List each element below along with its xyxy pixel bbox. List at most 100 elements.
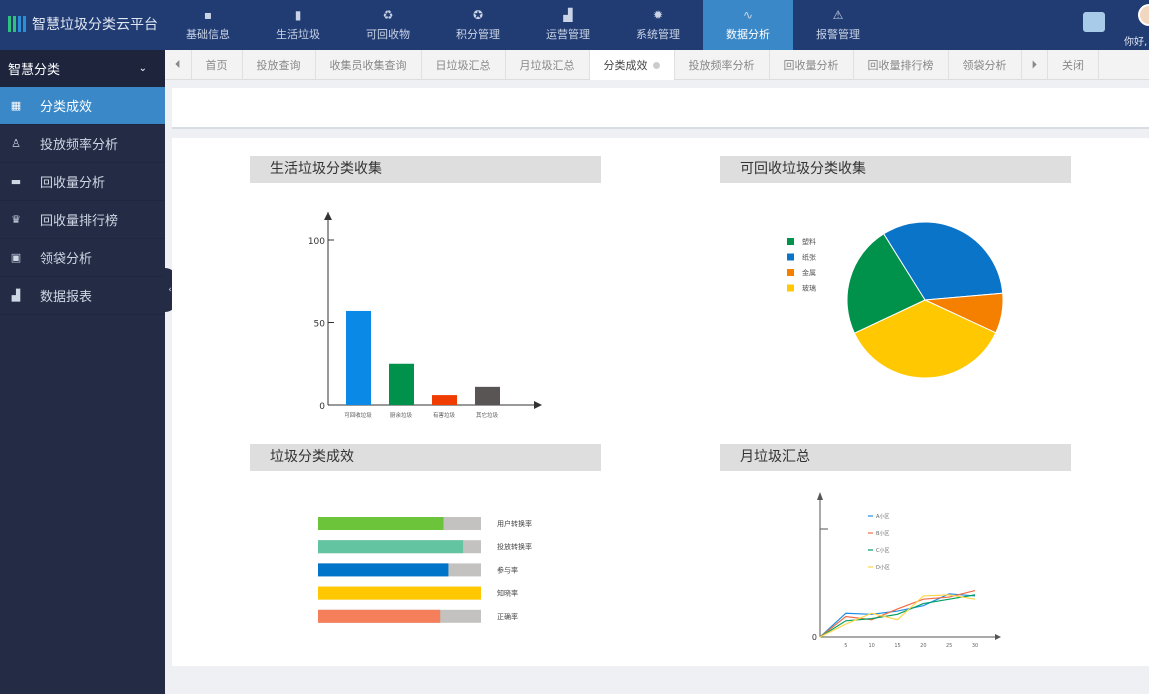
truck-icon: ▬ [10,175,22,188]
content-header [172,88,1149,129]
chat-icon: ▪ [203,7,213,22]
series-line [819,594,976,638]
nav-item[interactable]: ⚠ 报警管理 [793,0,883,50]
logo-icon [8,16,26,32]
nav-item[interactable]: ✪ 积分管理 [433,0,523,50]
tab[interactable]: 投放查询 [243,50,316,80]
tab-label: 月垃圾汇总 [519,59,575,72]
sidebar-item-label: 回收量分析 [40,176,106,191]
tab[interactable]: 回收量分析 [770,50,854,80]
tab-label: 投放查询 [256,59,301,72]
x-tick-label: 厨余垃圾 [390,411,413,419]
series-line [819,589,976,638]
tab-label: 领袋分析 [962,59,1007,72]
tabs-scroll-left-button[interactable]: ⏴ [165,50,192,80]
briefcase-icon[interactable] [1083,12,1105,32]
x-tick-label: 30 [972,643,978,649]
sidebar-item[interactable]: ▟ 数据报表 [0,277,165,315]
sidebar-header[interactable]: 智慧分类 ⌄ [0,50,165,87]
y-axis-arrow [817,492,823,500]
nav-item[interactable]: ∿ 数据分析 [703,0,793,50]
x-tick-label: 20 [920,643,926,649]
tab-label: 回收量分析 [783,59,839,72]
nav-label: 生活垃圾 [276,27,320,41]
tab-label: 分类成效 [603,59,648,72]
tabs-scroll-right-button[interactable]: ⏵ [1022,50,1048,80]
sidebar-item[interactable]: ♙ 投放频率分析 [0,125,165,163]
line-chart-icon: ∿ [742,7,754,22]
progress-label: 投放转换率 [497,542,532,551]
bar [389,363,414,405]
sidebar: 智慧分类 ⌄ ▦ 分类成效 ♙ 投放频率分析 ▬ 回收量分析 ♛ 回收量排行榜 ▣ 领袋分析 ▟ 数据报… [0,50,165,694]
nav-label: 数据分析 [726,27,770,41]
nav-item[interactable]: ▪ 基础信息 [163,0,253,50]
legend-label: 玻璃 [802,284,816,293]
trash-icon: ▮ [294,7,302,22]
logo[interactable]: 智慧垃圾分类云平台 [8,14,158,34]
progress-fill [318,517,444,530]
sidebar-item-label: 分类成效 [40,100,93,115]
sidebar-item[interactable]: ▬ 回收量分析 [0,163,165,201]
panel-title: 月垃圾汇总 [720,444,1071,471]
nav-label: 运营管理 [546,27,590,41]
nav-label: 基础信息 [186,27,230,41]
legend-label: 金属 [802,268,816,277]
sidebar-item-label: 回收量排行榜 [40,214,119,229]
nav-item[interactable]: ✹ 系统管理 [613,0,703,50]
progress-label: 用户转换率 [497,519,532,528]
close-icon[interactable] [652,61,660,69]
x-tick-label: 10 [868,643,874,649]
tab-label: 首页 [205,59,228,72]
bag-icon: ▣ [10,251,22,264]
y-tick-label: 100 [308,237,325,247]
pie-slice [882,221,1004,301]
award-icon: ✪ [472,7,484,22]
legend-swatch [787,284,794,292]
nav-label: 系统管理 [636,27,680,41]
nav-label: 积分管理 [456,27,500,41]
top-nav: ▪ 基础信息 ▮ 生活垃圾 ♻ 可回收物 ✪ 积分管理 ▟ 运营管理 ✹ 系统管理 ∿ 数据分析 ⚠ 报警管理 [163,0,883,50]
nav-item[interactable]: ♻ 可回收物 [343,0,433,50]
x-tick-label: 可回收垃圾 [344,411,372,419]
bar [432,395,457,405]
y-tick-label: 0 [319,402,325,412]
progress-label: 参与率 [497,565,518,574]
close-tabs-button[interactable]: 关闭 [1048,50,1099,80]
trophy-icon: ♛ [11,213,21,226]
tab[interactable]: 首页 [192,50,243,80]
progress-fill [318,540,464,554]
x-tick-label: 15 [894,643,900,649]
tab[interactable]: 投放频率分析 [675,50,770,80]
bar [475,386,500,405]
sidebar-item-label: 数据报表 [40,290,93,305]
x-tick-label: 其它垃圾 [476,411,499,419]
tab[interactable]: 月垃圾汇总 [506,50,590,80]
nav-item[interactable]: ▟ 运营管理 [523,0,613,50]
avatar[interactable] [1138,4,1149,26]
tab[interactable]: 分类成效 [589,50,675,80]
tab-label: 日垃圾汇总 [435,59,491,72]
progress-label: 正确率 [497,612,518,621]
nav-item[interactable]: ▮ 生活垃圾 [253,0,343,50]
x-axis-arrow [534,401,542,409]
sidebar-item[interactable]: ▦ 分类成效 [0,87,165,125]
progress-fill [318,609,441,623]
progress-fill [318,563,449,577]
tab[interactable]: 领袋分析 [949,50,1022,80]
gear-icon: ✹ [652,7,664,22]
x-axis-arrow [995,634,1001,640]
tab[interactable]: 日垃圾汇总 [422,50,506,80]
app-title: 智慧垃圾分类云平台 [32,17,158,33]
legend-swatch [787,269,794,276]
legend-swatch [787,253,794,261]
tab[interactable]: 收集员收集查询 [316,50,422,80]
sidebar-item[interactable]: ♛ 回收量排行榜 [0,201,165,239]
y-tick-label: 0 [812,633,817,642]
sidebar-item[interactable]: ▣ 领袋分析 [0,239,165,277]
panel-title: 生活垃圾分类收集 [250,156,601,183]
tab[interactable]: 回收量排行榜 [854,50,949,80]
